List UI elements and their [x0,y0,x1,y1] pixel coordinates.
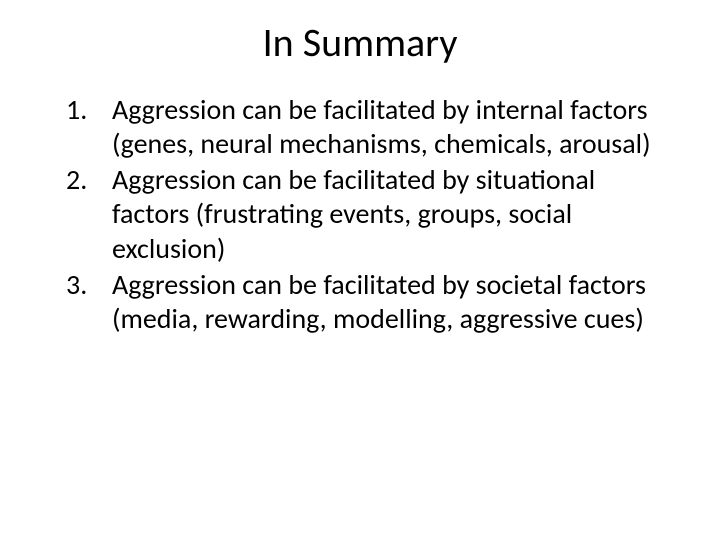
list-item: Aggression can be facilitated by societa… [50,268,670,336]
slide-title: In Summary [50,18,670,67]
list-item: Aggression can be facilitated by interna… [50,93,670,161]
summary-list: Aggression can be facilitated by interna… [50,93,670,336]
list-item: Aggression can be facilitated by situati… [50,163,670,265]
